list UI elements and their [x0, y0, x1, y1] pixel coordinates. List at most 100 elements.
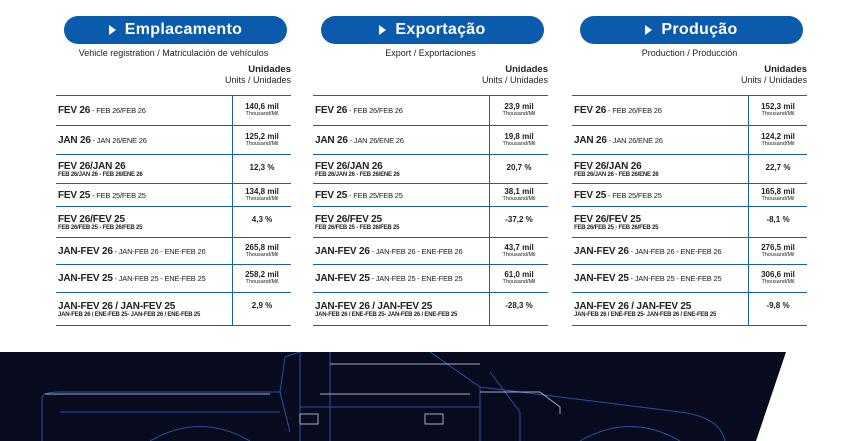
row-label: JAN-FEV 26 - JAN-FEB 26 - ENE-FEB 26	[58, 238, 206, 264]
period-translation: JAN-FEB 26 / ENE-FEB 25- JAN-FEB 26 / EN…	[315, 311, 458, 318]
period-main: JAN 26	[315, 134, 348, 146]
period-inline: - FEB 25/FEB 25	[90, 190, 146, 200]
period-label: JAN 26 - JAN 26/ENE 26	[315, 135, 404, 146]
row-value: 140,6 mil Thousand/Mil	[232, 96, 291, 125]
period-label: JAN-FEV 26 / JAN-FEV 25	[315, 301, 457, 312]
value-unit: Thousand/Mil	[245, 279, 279, 285]
value-unit: Thousand/Mil	[245, 111, 279, 117]
value-unit: Thousand/Mil	[502, 279, 536, 285]
row-value: -9,8 %	[748, 293, 807, 325]
period-inline: - FEB 26/FEB 26	[347, 106, 403, 115]
section-header-emplacamento[interactable]: Emplacamento	[64, 16, 287, 44]
value-unit: Thousand/Mil	[502, 195, 536, 202]
row-label: JAN-FEV 26 - JAN-FEB 26 - ENE-FEB 26	[315, 238, 463, 264]
period-label: JAN 26 - JAN 26/ENE 26	[58, 135, 147, 146]
period-label: JAN-FEV 25 - JAN-FEB 25 - ENE-FEB 25	[58, 273, 206, 284]
table-row: JAN-FEV 26 - JAN-FEB 26 - ENE-FEB 26 43,7…	[313, 238, 548, 265]
value-number: 61,0 mil	[504, 270, 534, 279]
row-label: FEV 25 - FEB 25/FEB 25	[574, 184, 662, 206]
period-label: FEV 26/FEV 25	[315, 214, 399, 225]
row-value: 22,7 %	[748, 155, 807, 183]
table-row: JAN 26 - JAN 26/ENE 26 125,2 mil Thousand/…	[56, 126, 291, 155]
units-title: Unidades	[248, 64, 291, 75]
data-table: FEV 26 - FEB 26/FEB 26 23,9 mil Thousand/M…	[313, 95, 548, 326]
row-label: FEV 26/FEV 25 FEB 26/FEB 25 - FEB 26/FEB …	[574, 207, 658, 237]
row-value: 20,7 %	[489, 155, 548, 183]
value-number: 19,8 mil	[504, 131, 534, 141]
period-label: FEV 26/FEV 25	[58, 214, 142, 225]
period-label: FEV 26 - FEB 26/FEB 26	[574, 105, 662, 116]
period-main: FEV 25	[574, 189, 607, 201]
play-triangle-icon	[379, 25, 387, 35]
section-header-producao[interactable]: Produção	[580, 16, 803, 44]
truck-wireframe-image	[41, 352, 726, 441]
table-row: FEV 25 - FEB 25/FEB 25 38,1 mil Thousand/M…	[313, 184, 548, 207]
period-inline: - JAN-FEB 25 - ENE-FEB 25	[369, 274, 463, 283]
period-label: FEV 26 - FEB 26/FEB 26	[315, 105, 403, 116]
value-number: 265,8 mil	[245, 242, 279, 252]
play-triangle-icon	[645, 25, 653, 35]
table-row: FEV 25 - FEB 25/FEB 25 134,8 mil Thousand/…	[56, 184, 291, 207]
value-number: 125,2 mil	[245, 131, 279, 141]
period-main: FEV 26/FEV 25	[58, 213, 125, 225]
row-label: FEV 26/JAN 26 FEB 26/JAN 26 - FEB 26/ENE …	[574, 155, 659, 183]
period-label: FEV 26/JAN 26	[574, 161, 659, 172]
period-label: JAN-FEV 26 / JAN-FEV 25	[574, 301, 716, 312]
period-main: JAN-FEV 26 / JAN-FEV 25	[315, 300, 433, 312]
row-value: 306,6 mil Thousand/Mil	[748, 265, 807, 292]
period-inline: - FEB 26/FEB 26	[90, 106, 146, 115]
value-number: 134,8 mil	[245, 186, 279, 196]
period-translation: FEB 26/FEB 25 - FEB 26/FEB 25	[315, 224, 400, 231]
period-label: FEV 26 - FEB 26/FEB 26	[58, 105, 146, 116]
period-main: JAN-FEV 25	[315, 273, 370, 284]
value-number: -8,1 %	[766, 215, 790, 224]
units-subtitle: Units / Unidades	[740, 75, 807, 85]
table-row: JAN 26 - JAN 26/ENE 26 124,2 mil Thousand/…	[572, 126, 807, 155]
row-label: JAN 26 - JAN 26/ENE 26	[58, 126, 147, 154]
value-number: 38,1 mil	[504, 186, 534, 196]
period-main: FEV 25	[315, 189, 348, 201]
period-inline: - JAN-FEB 26 - ENE-FEB 26	[628, 246, 722, 256]
value-number: 4,3 %	[251, 215, 273, 224]
value-number: 12,3 %	[249, 163, 275, 172]
period-translation: JAN-FEB 26 / ENE-FEB 25- JAN-FEB 26 / EN…	[574, 311, 717, 318]
row-label: JAN 26 - JAN 26/ENE 26	[574, 126, 663, 154]
table-row: JAN-FEV 26 - JAN-FEB 26 - ENE-FEB 26 265,…	[56, 238, 291, 265]
value-number: 20,7 %	[506, 163, 532, 172]
section-header-exportacao[interactable]: Exportação	[321, 16, 544, 44]
table-row: FEV 26 - FEB 26/FEB 26 23,9 mil Thousand/M…	[313, 96, 548, 126]
row-label: FEV 26/FEV 25 FEB 26/FEB 25 - FEB 26/FEB …	[315, 207, 399, 237]
period-label: JAN-FEV 26 - JAN-FEB 26 - ENE-FEB 26	[574, 245, 722, 257]
period-main: FEV 26/FEV 25	[574, 213, 641, 225]
row-value: 12,3 %	[232, 155, 291, 183]
table-row: FEV 26/FEV 25 FEB 26/FEB 25 - FEB 26/FEB …	[572, 207, 807, 238]
value-number: 165,8 mil	[761, 186, 795, 196]
row-label: FEV 26/JAN 26 FEB 26/JAN 26 - FEB 26/ENE …	[58, 155, 143, 183]
value-number: -37,2 %	[505, 215, 533, 224]
row-value: 276,5 mil Thousand/Mil	[748, 238, 807, 264]
row-value: -37,2 %	[489, 207, 548, 237]
period-label: FEV 25 - FEB 25/FEB 25	[58, 190, 146, 201]
value-unit: Thousand/Mil	[761, 111, 795, 117]
row-value: -8,1 %	[748, 207, 807, 237]
value-unit: Thousand/Mil	[761, 279, 795, 285]
table-row: JAN-FEV 25 - JAN-FEB 25 - ENE-FEB 25 61,0…	[313, 265, 548, 293]
row-label: FEV 26 - FEB 26/FEB 26	[574, 96, 662, 125]
period-label: FEV 26/JAN 26	[58, 161, 143, 172]
units-title: Unidades	[505, 64, 548, 75]
row-label: FEV 26/FEV 25 FEB 26/FEB 25 - FEB 26/FEB …	[58, 207, 142, 237]
period-main: FEV 26/JAN 26	[315, 160, 383, 172]
row-value: 265,8 mil Thousand/Mil	[232, 238, 291, 264]
row-label: JAN-FEV 26 - JAN-FEB 26 - ENE-FEB 26	[574, 238, 722, 264]
period-main: JAN-FEV 26 / JAN-FEV 25	[574, 300, 692, 312]
table-row: JAN 26 - JAN 26/ENE 26 19,8 mil Thousand/M…	[313, 126, 548, 155]
units-subtitle: Units / Unidades	[481, 75, 548, 85]
period-label: FEV 25 - FEB 25/FEB 25	[315, 190, 403, 201]
period-label: JAN-FEV 26 / JAN-FEV 25	[58, 301, 200, 312]
row-value: 165,8 mil Thousand/Mil	[748, 184, 807, 206]
table-row: JAN-FEV 26 - JAN-FEB 26 - ENE-FEB 26 276,…	[572, 238, 807, 265]
row-label: JAN-FEV 25 - JAN-FEB 25 - ENE-FEB 25	[315, 265, 463, 292]
period-main: JAN-FEV 26	[574, 245, 629, 257]
row-label: JAN-FEV 25 - JAN-FEB 25 - ENE-FEB 25	[574, 265, 722, 292]
value-number: 152,3 mil	[761, 102, 795, 111]
